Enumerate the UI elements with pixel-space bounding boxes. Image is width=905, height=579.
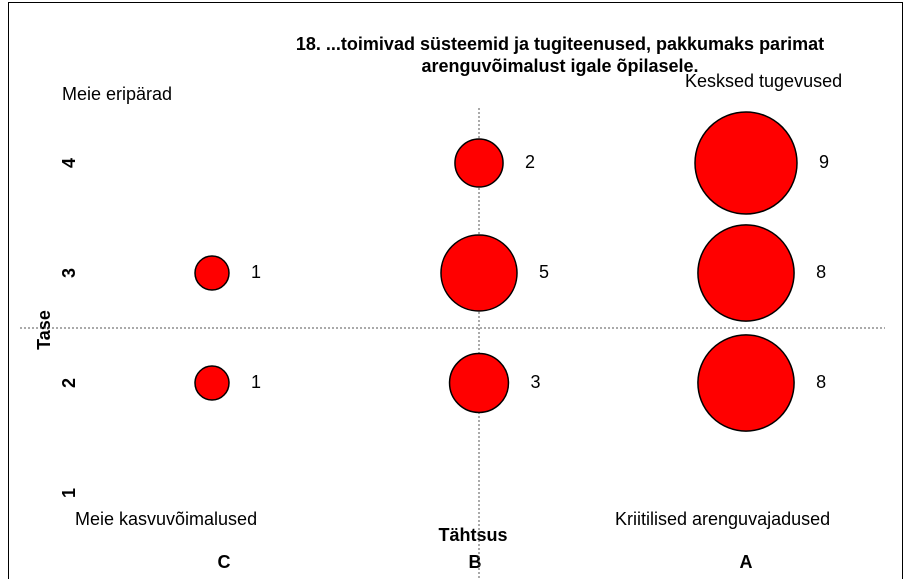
data-label: 1 (251, 262, 261, 282)
quadrant-label: Meie kasvuvõimalused (75, 509, 257, 529)
data-label: 1 (251, 372, 261, 392)
x-tick-label: A (740, 552, 753, 572)
y-tick-label: 1 (59, 488, 79, 498)
bubble (194, 255, 230, 291)
bubble (440, 234, 518, 312)
data-label: 2 (525, 152, 535, 172)
y-tick-label: 3 (59, 268, 79, 278)
data-label: 5 (539, 262, 549, 282)
quadrant-label: Kriitilised arenguvajadused (615, 509, 830, 529)
bubble (694, 111, 798, 215)
bubble (697, 334, 795, 432)
data-label: 8 (816, 262, 826, 282)
y-axis-label: Tase (34, 310, 54, 350)
chart-title: arenguvõimalust igale õpilasele. (421, 56, 698, 76)
x-axis-label: Tähtsus (438, 525, 507, 545)
chart-title: 18. ...toimivad süsteemid ja tugiteenuse… (296, 34, 824, 54)
y-tick-label: 2 (59, 378, 79, 388)
frame (8, 2, 903, 579)
y-tick-label: 4 (59, 158, 79, 168)
bubble (697, 224, 795, 322)
bubble (454, 138, 504, 188)
bubble (448, 352, 510, 414)
data-label: 9 (819, 152, 829, 172)
x-tick-label: C (218, 552, 231, 572)
quadrant-label: Kesksed tugevused (685, 71, 842, 91)
data-label: 3 (530, 372, 540, 392)
quadrant-label: Meie eripärad (62, 84, 172, 104)
data-label: 8 (816, 372, 826, 392)
x-tick-label: B (469, 552, 482, 572)
bubble (194, 365, 230, 401)
